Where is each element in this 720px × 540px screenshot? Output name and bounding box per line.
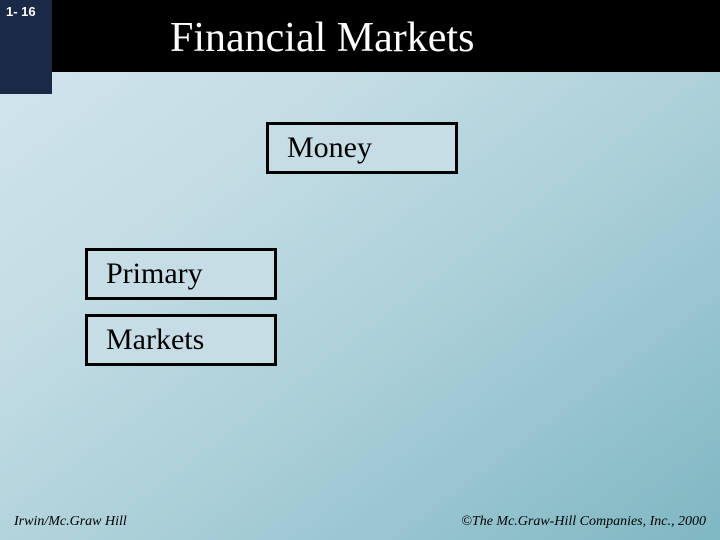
footer-right: ©The Mc.Graw-Hill Companies, Inc., 2000 [461, 514, 706, 530]
box-money-label: Money [287, 131, 372, 165]
box-markets-label: Markets [106, 323, 204, 357]
slide: 1- 16 Financial Markets Money Primary Ma… [0, 0, 720, 540]
box-primary: Primary [85, 248, 277, 300]
box-primary-label: Primary [106, 257, 203, 291]
page-number: 1- 16 [6, 4, 36, 19]
box-markets: Markets [85, 314, 277, 366]
footer-left: Irwin/Mc.Graw Hill [14, 514, 127, 530]
page-number-box: 1- 16 [0, 0, 52, 94]
box-money: Money [266, 122, 458, 174]
slide-title: Financial Markets [170, 14, 474, 62]
